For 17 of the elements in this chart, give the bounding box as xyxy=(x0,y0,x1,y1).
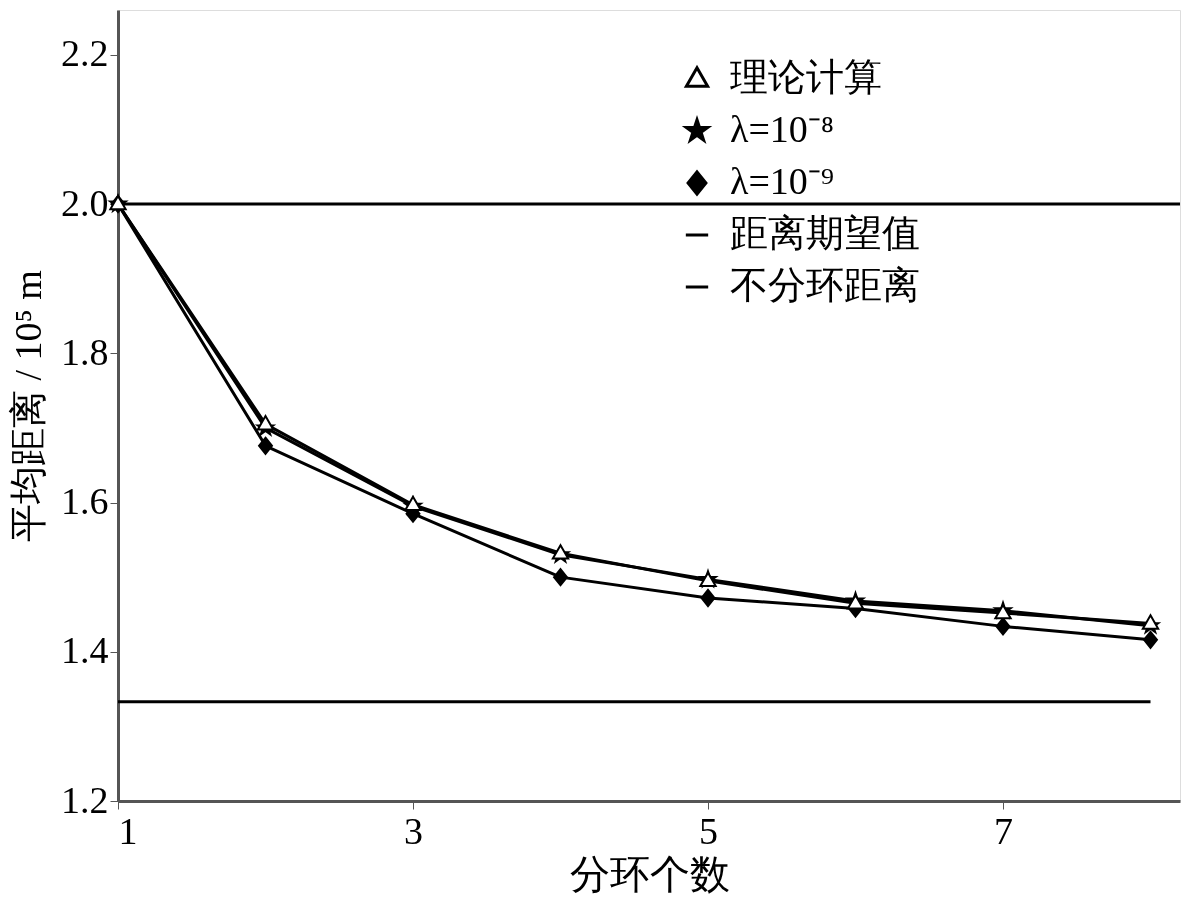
legend-label: 不分环距离 xyxy=(730,264,920,306)
legend-label: 距离期望值 xyxy=(730,212,920,254)
legend-label: λ=10⁻⁹ xyxy=(730,160,835,202)
legend-label: λ=10⁻⁸ xyxy=(730,108,835,150)
x-tick-label: 1 xyxy=(118,809,138,852)
x-tick-label: 7 xyxy=(994,809,1013,852)
y-tick-label: 2.0 xyxy=(61,181,109,224)
x-tick-label: 3 xyxy=(404,809,423,852)
y-tick-label: 1.8 xyxy=(61,330,109,373)
legend-label: 理论计算 xyxy=(730,56,882,98)
y-tick-label: 1.2 xyxy=(61,778,109,821)
y-tick-label: 2.2 xyxy=(61,32,109,75)
y-tick-label: 1.4 xyxy=(61,629,109,672)
y-axis-title: 平均距离 / 10⁵ m xyxy=(7,270,49,542)
y-tick-label: 1.6 xyxy=(61,480,109,523)
x-axis-title: 分环个数 xyxy=(569,851,730,897)
x-tick-label: 5 xyxy=(699,809,718,852)
